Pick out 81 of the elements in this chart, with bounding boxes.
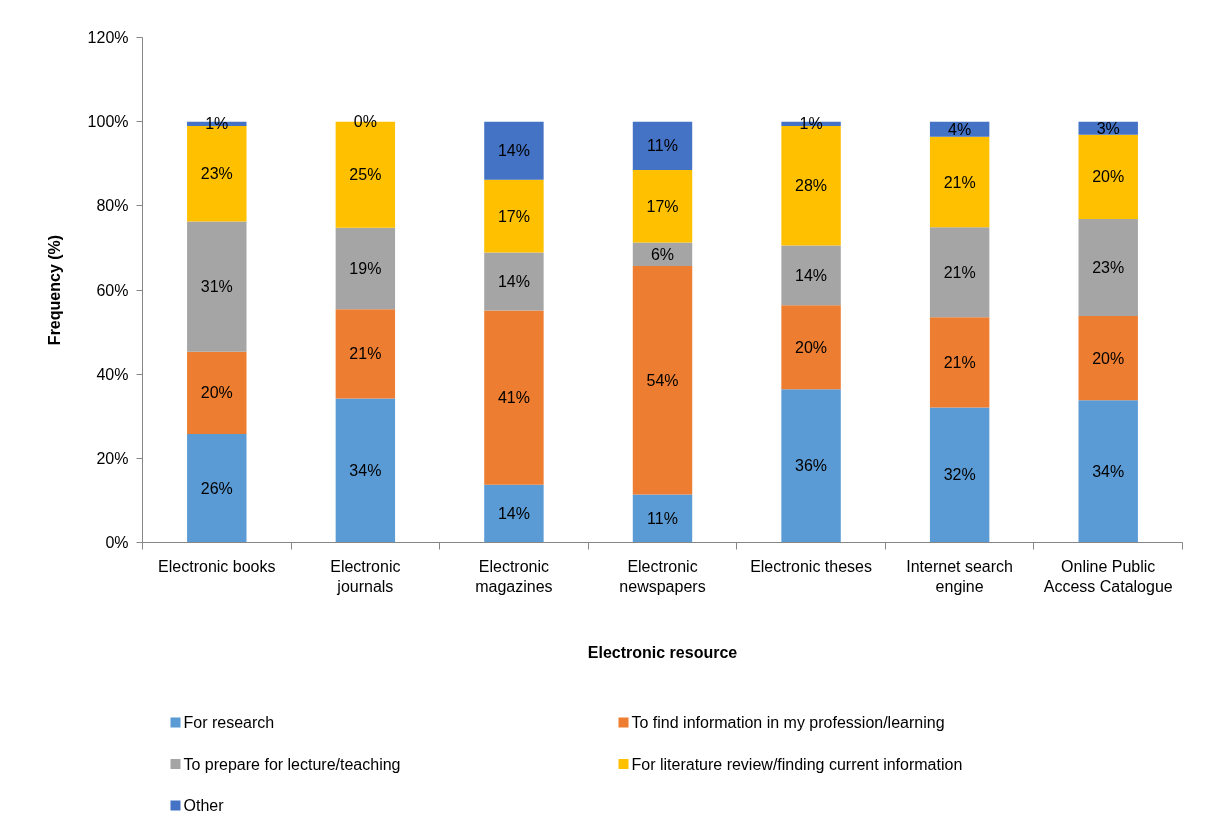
data-label: 4% xyxy=(948,120,972,138)
bar xyxy=(1078,218,1138,317)
bar xyxy=(1078,400,1138,543)
bar xyxy=(187,351,247,434)
x-tick-label: Electronic books xyxy=(158,557,276,575)
data-label: 1% xyxy=(799,115,823,133)
y-tick-label: 100% xyxy=(87,113,129,131)
y-tick-label: 40% xyxy=(96,365,129,383)
data-label: 54% xyxy=(646,371,679,389)
y-tick-label: 60% xyxy=(96,281,129,299)
data-label: 31% xyxy=(200,278,233,296)
legend-label: For literature review/finding current information xyxy=(631,755,963,773)
data-label: 20% xyxy=(795,338,828,356)
data-label: 34% xyxy=(1092,462,1125,480)
bar xyxy=(632,494,693,543)
bar xyxy=(781,389,841,543)
bar xyxy=(335,398,396,543)
data-label: 14% xyxy=(497,142,530,160)
data-label: 32% xyxy=(943,466,976,484)
bar xyxy=(484,121,544,180)
data-label: 28% xyxy=(795,177,828,195)
data-label: 21% xyxy=(943,353,976,371)
bar xyxy=(929,136,990,228)
bar xyxy=(781,305,841,390)
data-label: 14% xyxy=(497,505,530,523)
bar xyxy=(187,433,247,543)
data-label: 20% xyxy=(1092,349,1125,367)
data-label: 23% xyxy=(200,165,233,183)
data-label: 41% xyxy=(497,389,530,407)
bar xyxy=(781,245,841,306)
y-tick-label: 80% xyxy=(96,197,129,215)
data-label: 23% xyxy=(1092,258,1125,276)
bar xyxy=(929,407,990,543)
data-label: 21% xyxy=(943,263,976,281)
bar xyxy=(484,252,544,311)
data-label: 17% xyxy=(646,197,679,215)
data-label: 11% xyxy=(647,510,678,528)
data-label: 21% xyxy=(943,173,976,191)
bar xyxy=(187,221,247,352)
bar xyxy=(484,179,544,253)
bar xyxy=(929,317,990,408)
x-tick-label: Electronic newspapers xyxy=(619,557,706,595)
legend-label: For research xyxy=(183,714,275,731)
data-label: 14% xyxy=(795,266,828,284)
data-label: 25% xyxy=(349,166,382,184)
data-label: 26% xyxy=(200,479,233,497)
bar xyxy=(1078,316,1138,401)
x-tick-label: Electronic theses xyxy=(750,557,872,575)
bar xyxy=(632,121,693,171)
data-label: 19% xyxy=(349,260,382,278)
x-tick-label: Internet search engine xyxy=(906,557,1014,595)
data-label: 20% xyxy=(200,384,233,402)
data-label: 11% xyxy=(647,137,678,155)
bar xyxy=(1078,134,1138,219)
x-tick-label: Online Public Access Catalogue xyxy=(1043,557,1173,595)
bar xyxy=(929,227,990,318)
data-label: 14% xyxy=(497,273,530,291)
y-tick-label: 120% xyxy=(87,29,129,46)
bar xyxy=(632,266,693,495)
y-axis-title: Frequency (%) xyxy=(45,234,63,346)
y-tick-label: 0% xyxy=(105,534,129,551)
data-label: 1% xyxy=(205,115,229,133)
data-label: 36% xyxy=(795,457,828,475)
data-label: 17% xyxy=(497,207,530,225)
bar xyxy=(632,170,693,243)
data-label: 34% xyxy=(349,462,382,480)
bar xyxy=(335,227,396,310)
data-label: 3% xyxy=(1096,119,1120,137)
legend-label: To find information in my profession/learning xyxy=(631,714,945,731)
data-label: 6% xyxy=(650,245,675,263)
x-tick-label: Electronic journals xyxy=(330,557,401,595)
bar xyxy=(335,309,396,399)
data-label: 21% xyxy=(349,345,382,363)
legend-label: Other xyxy=(183,797,225,814)
x-axis-title: Electronic resource xyxy=(587,643,738,661)
bar xyxy=(484,310,544,485)
x-tick-label: Electronic magazines xyxy=(475,557,553,595)
bar xyxy=(484,484,544,543)
y-tick-label: 20% xyxy=(96,449,129,467)
data-label: 20% xyxy=(1092,168,1125,186)
legend-label: To prepare for lecture/teaching xyxy=(183,755,401,773)
